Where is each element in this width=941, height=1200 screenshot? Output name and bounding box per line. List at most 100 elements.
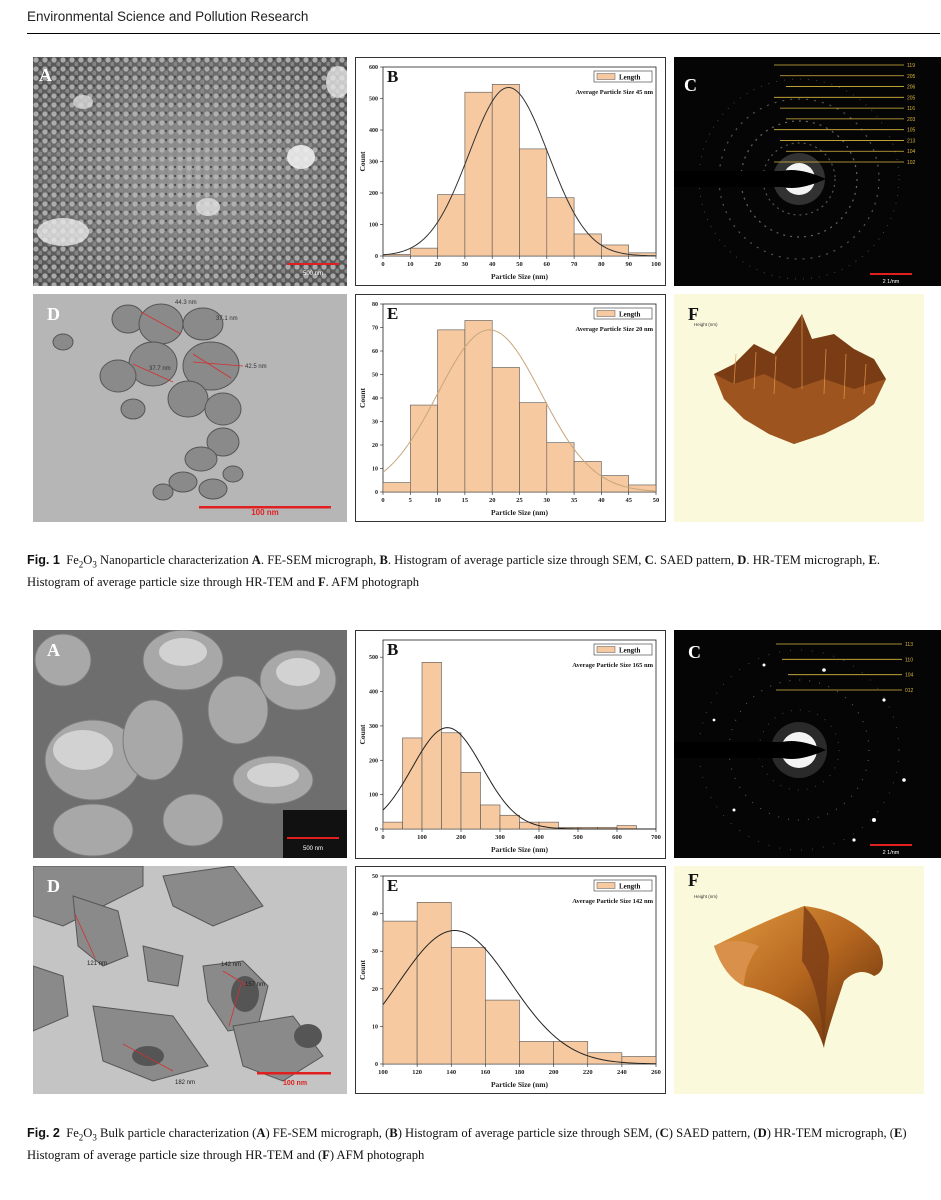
size-label: 44.3 nm [175, 300, 197, 306]
histogram-bar [437, 329, 466, 493]
fig1-tem-micrograph: 44.3 nm 37.1 nm 42.5 nm 37.7 nm D 100 nm [33, 294, 347, 522]
histogram-bar [491, 84, 520, 257]
normal-fit-curve [382, 329, 657, 492]
x-tick-label: 40 [489, 261, 496, 268]
fig2-caption: Fig. 2 Fe2O3 Bulk particle characterizat… [27, 1126, 907, 1162]
saed-ring-labels: 119 205 206 205 116 203 105 213 104 102 [774, 63, 916, 166]
size-label: 182 nm [175, 1080, 195, 1086]
legend-label: Length [619, 311, 641, 319]
y-tick-label: 300 [369, 160, 378, 166]
y-tick-label: 40 [372, 912, 378, 918]
panel-letter: D [47, 304, 60, 324]
average-size-annotation: Average Particle Size 45 nm [576, 89, 654, 96]
y-tick-label: 500 [369, 97, 378, 103]
x-tick-label: 500 [573, 834, 583, 841]
x-axis-label: Particle Size (nm) [491, 272, 549, 281]
x-tick-label: 100 [417, 834, 427, 841]
x-tick-label: 0 [381, 834, 384, 841]
legend-swatch [596, 73, 616, 80]
histogram-bar [499, 814, 520, 830]
saed-ring-label: 102 [907, 160, 916, 166]
histogram-bar [621, 1056, 657, 1065]
fig2-saed-pattern: 113 110 104 012 C 2 1/nm [674, 630, 941, 858]
x-tick-label: 400 [534, 834, 544, 841]
average-size-annotation: Average Particle Size 142 nm [572, 898, 653, 905]
scale-bar-label: 100 nm [251, 508, 279, 517]
saed-ring-label: 119 [907, 63, 915, 69]
x-tick-label: 50 [653, 497, 660, 504]
y-tick-label: 20 [372, 443, 378, 449]
y-tick-label: 70 [372, 326, 378, 332]
average-size-annotation: Average Particle Size 165 nm [572, 662, 653, 669]
y-tick-label: 300 [369, 724, 378, 730]
legend-box [593, 879, 653, 892]
x-tick-label: 25 [516, 497, 523, 504]
fig2-sem-histogram: 0 100 200 300 400 500 600 700 0 100 200 300 400 500 Pa… [355, 630, 666, 859]
x-tick-label: 10 [407, 261, 414, 268]
panel-letter: C [684, 75, 697, 95]
x-tick-label: 45 [625, 497, 632, 504]
y-tick-label: 10 [372, 1024, 378, 1030]
x-tick-label: 90 [625, 261, 632, 268]
histogram-bar [491, 367, 520, 493]
x-tick-label: 180 [515, 1069, 525, 1076]
saed-ring-label: 213 [907, 138, 916, 144]
y-tick-label: 100 [369, 223, 378, 229]
saed-ring-label: 203 [907, 117, 916, 123]
x-tick-label: 240 [617, 1069, 627, 1076]
panel-letter: A [39, 65, 52, 85]
x-tick-label: 50 [516, 261, 523, 268]
histogram-bar [464, 320, 493, 493]
histogram-bar [437, 194, 466, 257]
saed-ring-label: 110 [905, 657, 913, 663]
legend-box [593, 643, 653, 656]
legend-label: Length [619, 883, 641, 891]
legend-label: Length [619, 647, 641, 655]
histogram-bar [546, 197, 575, 257]
y-axis-label: Count [358, 387, 367, 408]
size-label: 37.7 nm [149, 366, 171, 372]
fig1-caption: Fig. 1 Fe2O3 Nanoparticle characterizati… [27, 553, 881, 589]
caption-label: Fig. 1 [27, 553, 60, 567]
x-tick-label: 20 [489, 497, 496, 504]
caption-formula: Fe2O3 [66, 1126, 97, 1143]
size-label: 157 nm [245, 982, 265, 988]
panel-letter: E [387, 304, 398, 323]
histogram-bar [382, 482, 411, 493]
caption-label: Fig. 2 [27, 1126, 60, 1140]
legend-box [593, 307, 653, 320]
journal-title: Environmental Science and Pollution Rese… [27, 9, 309, 24]
x-tick-label: 35 [571, 497, 578, 504]
panel-letter: A [47, 640, 60, 660]
x-tick-label: 70 [571, 261, 578, 268]
scale-bar-label: 500 nm [303, 846, 323, 852]
x-tick-label: 200 [456, 834, 466, 841]
x-axis-label: Particle Size (nm) [491, 845, 549, 854]
histogram-bar [616, 825, 637, 830]
x-tick-label: 220 [583, 1069, 593, 1076]
y-tick-label: 0 [375, 1062, 378, 1068]
histogram-bar [601, 244, 629, 257]
panel-letter: D [47, 876, 60, 896]
histogram-bar [628, 484, 657, 493]
y-tick-label: 50 [372, 874, 378, 880]
histogram-bar [464, 91, 493, 257]
fig1-sem-histogram: 0 10 20 30 40 50 60 70 80 90 100 0 100 200 300 400 500 60… [355, 57, 666, 286]
histogram-bar [519, 402, 548, 493]
y-axis-label: Count [358, 151, 367, 172]
fig2-afm-photograph: F Height (nm) [674, 866, 924, 1094]
saed-ring-label: 104 [905, 673, 914, 679]
size-label: 42.5 nm [245, 364, 267, 370]
fig2-sem-micrograph: A 500 nm [33, 630, 347, 858]
y-tick-label: 30 [372, 949, 378, 955]
y-tick-label: 400 [369, 128, 378, 134]
y-tick-label: 10 [372, 467, 378, 473]
saed-ring-labels: 113 110 104 012 [776, 642, 914, 694]
y-tick-label: 50 [372, 373, 378, 379]
scale-bar-label: 500 nm [303, 271, 323, 277]
x-tick-label: 700 [651, 834, 661, 841]
x-tick-label: 60 [544, 261, 551, 268]
y-tick-label: 400 [369, 690, 378, 696]
y-tick-label: 0 [375, 254, 378, 260]
y-axis-label: Count [358, 959, 367, 980]
